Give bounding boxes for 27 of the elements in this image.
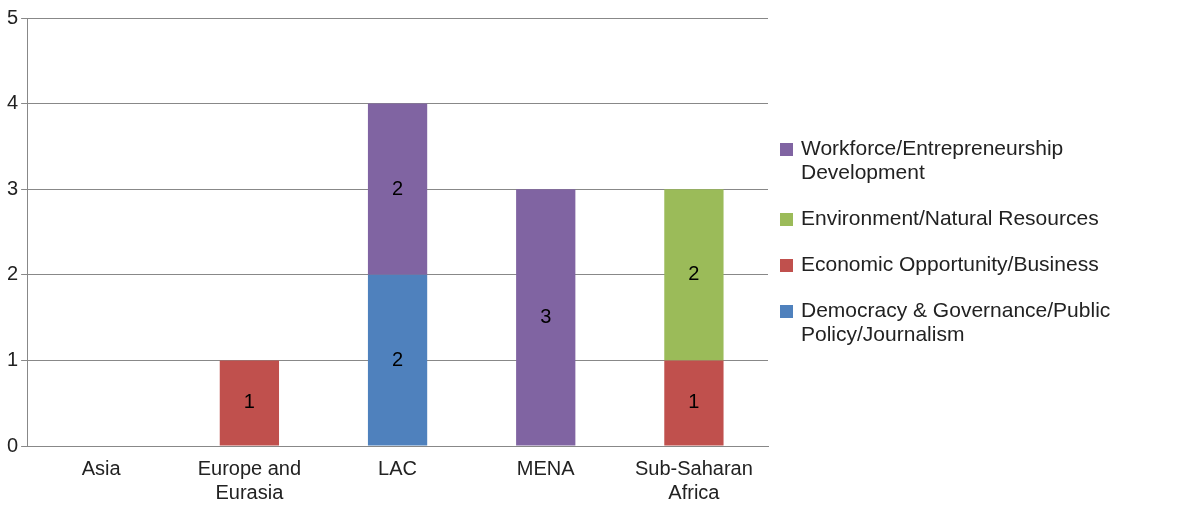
y-tick-label: 0 — [7, 433, 19, 456]
legend-label: Environment/Natural Resources — [801, 206, 1099, 230]
x-tick-label: Sub-Saharan Africa — [634, 456, 753, 503]
legend-label: Democracy & Governance/Public Policy/Journalism — [801, 298, 1112, 346]
x-tick-label: Asia — [81, 456, 122, 479]
bar — [664, 189, 724, 361]
legend-label: Economic Opportunity/Business — [801, 252, 1099, 276]
y-tick-label: 5 — [7, 5, 19, 28]
y-tick-label: 2 — [7, 262, 19, 285]
data-label: 2 — [688, 262, 700, 285]
x-tick-label: LAC — [378, 456, 418, 479]
y-tick-label: 1 — [7, 347, 19, 370]
bar — [516, 189, 576, 446]
bar — [367, 274, 428, 446]
bar — [664, 360, 724, 446]
data-label: 3 — [540, 304, 552, 327]
legend-label: Workforce/Entrepreneurship Development — [801, 136, 1065, 184]
data-label: 2 — [392, 347, 404, 370]
x-tick-label: Europe and Eurasia — [197, 456, 302, 503]
bar — [219, 360, 280, 446]
y-tick-label: 3 — [7, 176, 19, 199]
data-label: 2 — [392, 176, 404, 199]
data-label: 1 — [688, 390, 700, 413]
data-label: 1 — [243, 390, 255, 413]
bar — [367, 103, 428, 275]
x-tick-label: MENA — [516, 456, 576, 479]
y-tick-label: 4 — [7, 91, 19, 114]
